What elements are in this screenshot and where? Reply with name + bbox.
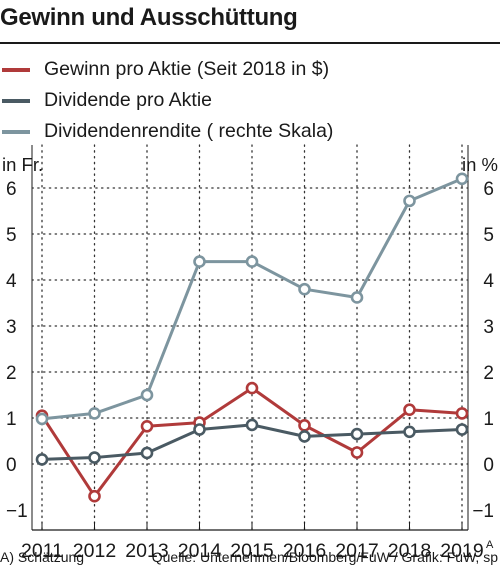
legend-label-rendite: Dividendenrendite ( rechte Skala) [44, 120, 334, 142]
data-point-series-1 [455, 423, 469, 436]
x-tick-label: 2011 [21, 540, 63, 562]
y-tick-label-left: 2 [6, 363, 17, 384]
title-rule [0, 42, 500, 44]
y-tick-label-right: 3 [483, 317, 494, 338]
y-tick-label-right: 6 [483, 179, 494, 200]
y-tick-label-left: −1 [6, 501, 28, 522]
data-point-series-2 [140, 388, 154, 402]
data-point-series-1 [403, 425, 416, 439]
data-point-series-2 [403, 194, 416, 208]
legend-swatch-dividende [2, 98, 30, 103]
data-point-series-2 [455, 172, 469, 186]
y-tick-label-right: 1 [483, 409, 494, 430]
y-tick-label-right: 4 [483, 271, 494, 292]
y-tick-label-left: 4 [6, 271, 17, 292]
legend-swatch-gewinn [2, 67, 30, 72]
legend: Gewinn pro Aktie (Seit 2018 in $) Divide… [0, 54, 333, 147]
x-tick-label: 2016 [283, 540, 326, 562]
legend-swatch-rendite [2, 129, 30, 134]
x-tick-label: 2019 [440, 540, 483, 562]
data-point-series-2 [88, 407, 101, 420]
y-tick-label-right: 5 [483, 225, 494, 246]
chart-title: Gewinn und Ausschüttung [0, 4, 298, 31]
x-tick-label: 2018 [388, 540, 431, 562]
data-point-series-2 [350, 291, 364, 304]
x-tick-superscript: A [486, 539, 494, 551]
y-tick-label-left: 3 [6, 317, 17, 338]
x-tick-label: 2017 [335, 540, 378, 562]
y-tick-label-right: 0 [483, 455, 494, 476]
data-point-series-1 [298, 430, 311, 443]
legend-label-dividende: Dividende pro Aktie [44, 89, 213, 111]
data-point-series-0 [403, 403, 416, 417]
y-tick-label-left: 5 [6, 225, 17, 246]
footnote: A) Schätzung [0, 549, 85, 565]
y-tick-label-left: 1 [6, 409, 17, 430]
source-note: Quelle: Unternehmen/Bloomberg/FuW / Graf… [151, 549, 498, 565]
y-tick-label-left: 0 [6, 455, 17, 476]
x-tick-label: 2014 [178, 540, 222, 562]
data-point-series-1 [245, 418, 259, 432]
x-tick-label: 2013 [125, 540, 168, 562]
data-point-series-0 [88, 489, 101, 503]
data-point-series-0 [298, 419, 311, 432]
y-axis-label-left: in Fr. [2, 154, 43, 175]
data-point-series-1 [193, 423, 206, 436]
data-point-series-1 [350, 427, 364, 441]
data-point-series-1 [88, 451, 101, 464]
data-point-series-0 [455, 407, 469, 420]
y-tick-label-left: 6 [6, 179, 17, 200]
y-tick-label-right: −1 [472, 501, 494, 522]
y-axis-label-right: in % [462, 154, 498, 175]
data-point-series-2 [298, 282, 311, 296]
x-tick-label: 2015 [230, 540, 274, 562]
data-point-series-2 [193, 255, 206, 268]
data-point-series-1 [35, 453, 49, 466]
legend-item-rendite: Dividendenrendite ( rechte Skala) [0, 116, 333, 147]
data-point-series-0 [350, 446, 364, 459]
data-point-series-2 [35, 412, 49, 426]
legend-label-gewinn: Gewinn pro Aktie (Seit 2018 in $) [44, 58, 330, 80]
data-point-series-0 [140, 419, 154, 433]
y-tick-label-right: 2 [483, 363, 494, 384]
x-tick-label: 2012 [73, 540, 116, 562]
data-point-series-2 [245, 255, 259, 268]
data-point-series-1 [140, 446, 154, 460]
data-point-series-0 [245, 381, 259, 395]
legend-item-dividende: Dividende pro Aktie [0, 85, 333, 116]
legend-item-gewinn: Gewinn pro Aktie (Seit 2018 in $) [0, 54, 333, 85]
